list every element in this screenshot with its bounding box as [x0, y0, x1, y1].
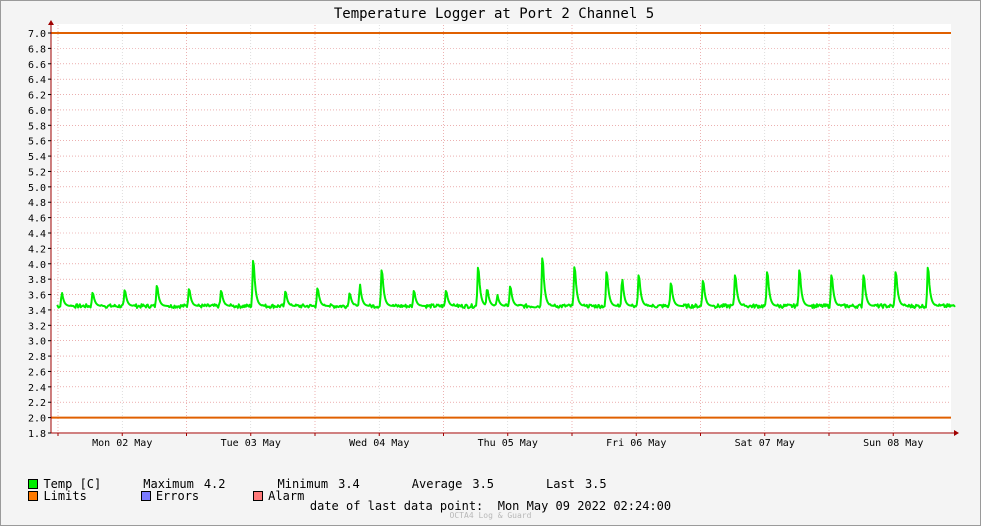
- x-tick-label: Mon 02 May: [92, 438, 152, 449]
- stat-min-label: Minimum: [277, 477, 329, 491]
- y-tick-label: 2.8: [28, 352, 46, 363]
- stat-max-value: 4.2: [203, 477, 226, 491]
- y-tick-label: 3.2: [28, 321, 46, 332]
- axes: [48, 20, 959, 436]
- x-tick-label: Tue 03 May: [221, 438, 281, 449]
- y-tick-label: 5.4: [28, 152, 46, 163]
- x-tick-label: Wed 04 May: [349, 438, 409, 449]
- stat-max-label: Maximum: [143, 477, 194, 491]
- y-tick-label: 6.0: [28, 106, 46, 117]
- x-tick-label: Thu 05 May: [478, 438, 538, 449]
- y-tick-label: 3.6: [28, 291, 46, 302]
- last-data-point-value: Mon May 09 2022 02:24:00: [497, 499, 672, 513]
- stat-min-value: 3.4: [338, 477, 360, 491]
- y-tick-label: 4.8: [28, 198, 46, 209]
- stat-last-label: Last: [546, 477, 575, 491]
- stat-avg-label: Average: [411, 477, 463, 491]
- y-tick-label: 5.2: [28, 167, 46, 178]
- y-tick-label: 6.6: [28, 60, 46, 71]
- x-tick-label: Sun 08 May: [863, 438, 923, 449]
- credit-text: OCTA4 Log & Guard: [449, 511, 532, 520]
- y-tick-label: 4.6: [28, 214, 46, 225]
- y-tick-label: 1.8: [28, 429, 46, 440]
- y-tick-label: 7.0: [28, 29, 46, 40]
- temperature-chart: Temperature Logger at Port 2 Channel 5 1…: [28, 6, 959, 449]
- y-tick-label: 2.4: [28, 383, 46, 394]
- errors-swatch: [140, 491, 151, 501]
- alarm-swatch: [253, 491, 264, 501]
- plot-area: [51, 24, 951, 434]
- y-tick-label: 5.0: [28, 183, 46, 194]
- chart-title: Temperature Logger at Port 2 Channel 5: [334, 6, 654, 22]
- y-tick-label: 4.4: [28, 229, 46, 240]
- y-tick-labels: 1.8 2.0 2.2 2.4 2.6 2.8 3.0 3.2 3.4 3.6 3.8 4.0 4.2 4…: [28, 29, 51, 440]
- x-tick-label: Fri 06 May: [606, 438, 666, 449]
- x-tick-labels: Mon 02 May Tue 03 May Wed 04 May Thu 05 May…: [57, 433, 923, 449]
- y-axis-arrow: [48, 20, 54, 25]
- y-tick-label: 2.6: [28, 367, 46, 378]
- y-tick-label: 2.0: [28, 414, 46, 425]
- temp-series-line: [56, 257, 956, 309]
- limits-swatch: [28, 491, 39, 501]
- legend-row-status: Limits Errors Alarm: [14, 475, 304, 503]
- y-tick-label: 6.8: [28, 44, 46, 55]
- x-tick-label: Sat 07 May: [735, 438, 795, 449]
- y-tick-label: 5.6: [28, 137, 46, 148]
- y-tick-label: 4.0: [28, 260, 46, 271]
- y-tick-label: 2.2: [28, 398, 46, 409]
- series-layer: [56, 257, 956, 309]
- x-axis-arrow: [954, 430, 959, 436]
- limit-lines: [51, 32, 951, 419]
- y-tick-label: 6.4: [28, 75, 46, 86]
- y-tick-label: 5.8: [28, 121, 46, 132]
- legend-temp-label: Temp [C]: [43, 477, 102, 491]
- last-data-point: date of last data point: Mon May 09 2022…: [0, 499, 981, 513]
- stat-avg-value: 3.5: [472, 477, 495, 491]
- y-tick-label: 6.2: [28, 91, 46, 102]
- y-tick-label: 4.2: [28, 244, 46, 255]
- stat-last-value: 3.5: [584, 477, 607, 491]
- legend-errors-label: Errors: [155, 489, 200, 503]
- legend-row-temp: Temp [C] Maximum 4.2 Minimum 3.4 Average 3.5 La…: [14, 463, 607, 491]
- legend-alarm-label: Alarm: [268, 489, 305, 503]
- y-tick-label: 3.0: [28, 337, 46, 348]
- y-tick-label: 3.8: [28, 275, 46, 286]
- temp-swatch: [28, 479, 39, 489]
- last-data-point-label: date of last data point:: [309, 499, 484, 513]
- legend-limits-label: Limits: [43, 489, 87, 503]
- y-tick-label: 3.4: [28, 306, 46, 317]
